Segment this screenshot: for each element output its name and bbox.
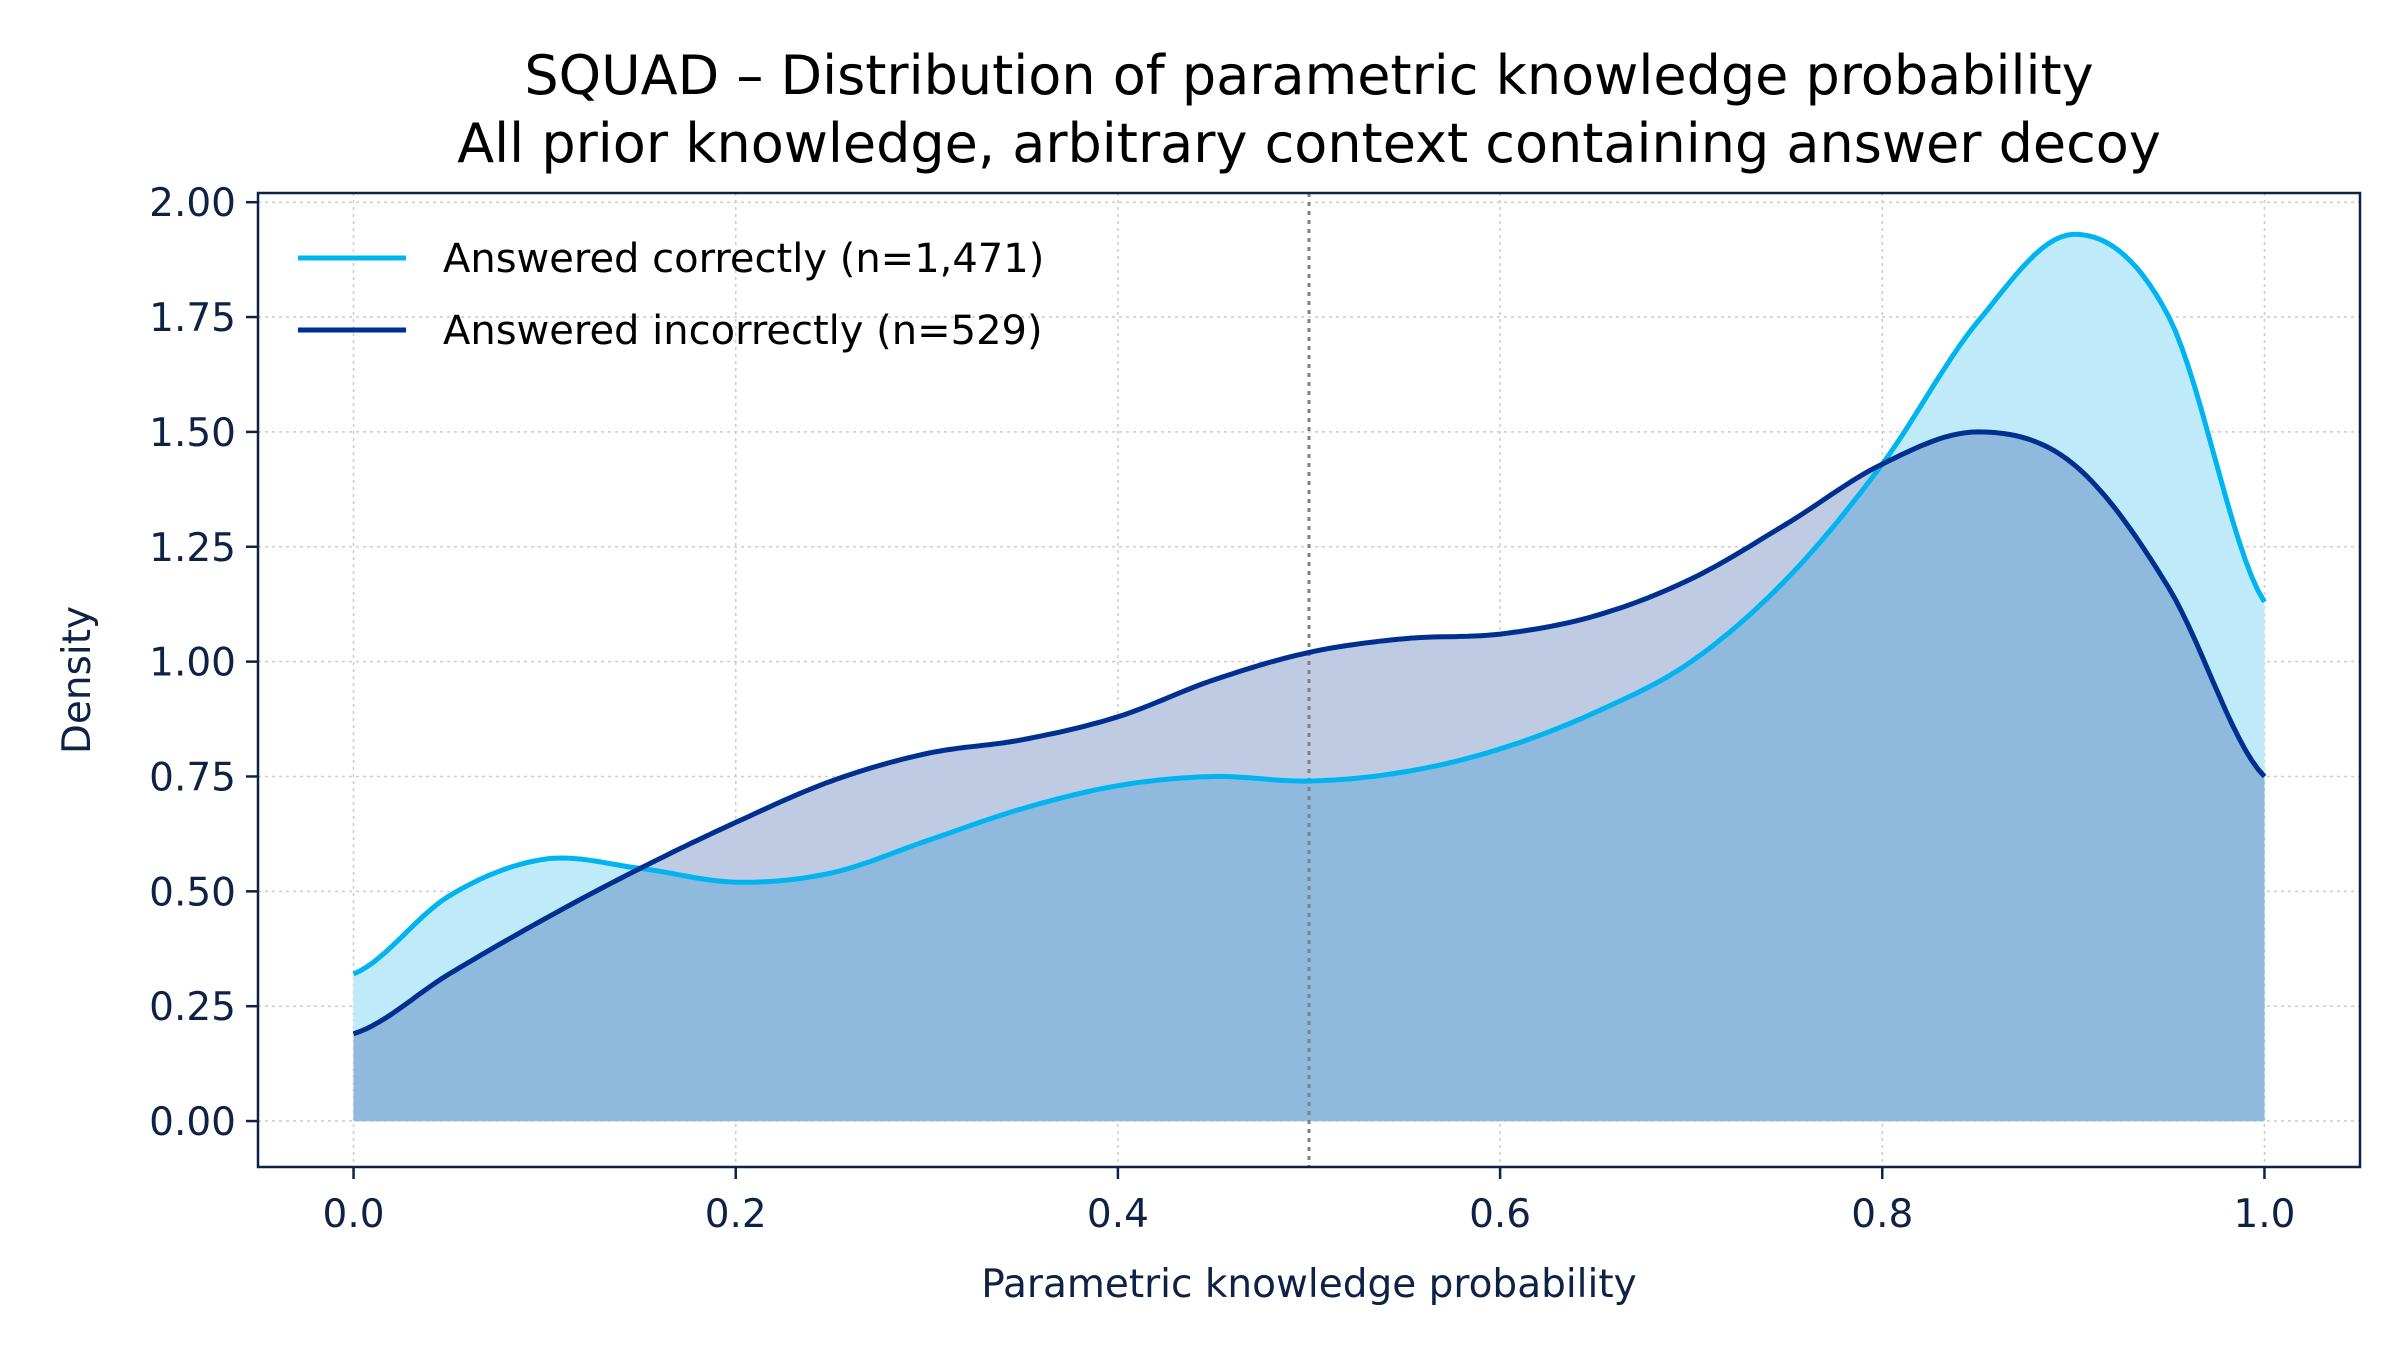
x-axis-ticks: 0.0 0.2 0.4 0.6 0.8 1.0 <box>323 1167 2295 1237</box>
legend-label-correct: Answered correctly (n=1,471) <box>443 236 1044 282</box>
y-tick-label: 1.50 <box>149 411 236 456</box>
y-tick-label: 0.75 <box>149 755 236 800</box>
x-tick-label: 0.2 <box>705 1192 767 1237</box>
x-tick-label: 0.6 <box>1469 1192 1531 1237</box>
y-tick-label: 0.00 <box>149 1100 236 1145</box>
line-incorrect <box>352 429 2267 1037</box>
x-tick-label: 0.0 <box>323 1192 385 1237</box>
x-tick-label: 1.0 <box>2233 1192 2295 1237</box>
x-axis-label: Parametric knowledge probability <box>981 1262 1636 1307</box>
y-tick-label: 0.25 <box>149 985 236 1030</box>
y-axis-ticks: 0.00 0.25 0.50 0.75 1.00 1.25 1.50 1.75 2.00 <box>149 181 258 1145</box>
density-lines <box>352 231 2267 1037</box>
line-correct <box>352 231 2267 977</box>
plot-area: 0.0 0.2 0.4 0.6 0.8 1.0 0.00 0.25 0.50 0.75 1.00 1… <box>149 181 2362 1237</box>
chart-title: SQUAD – Distribution of parametric knowl… <box>524 44 2093 107</box>
x-tick-label: 0.8 <box>1851 1192 1913 1237</box>
y-axis-label: Density <box>55 606 100 754</box>
legend: Answered correctly (n=1,471) Answered in… <box>298 236 1044 354</box>
y-tick-label: 0.50 <box>149 870 236 915</box>
chart-subtitle: All prior knowledge, arbitrary context c… <box>457 112 2161 175</box>
area-overlap <box>353 431 2265 1122</box>
legend-label-incorrect: Answered incorrectly (n=529) <box>443 308 1043 354</box>
y-tick-label: 1.25 <box>149 526 236 571</box>
y-tick-label: 1.75 <box>149 296 236 341</box>
density-fills <box>353 234 2265 1122</box>
y-tick-label: 1.00 <box>149 641 236 686</box>
y-tick-label: 2.00 <box>149 181 236 226</box>
axes-frame <box>256 191 2362 1169</box>
x-tick-label: 0.4 <box>1087 1192 1149 1237</box>
